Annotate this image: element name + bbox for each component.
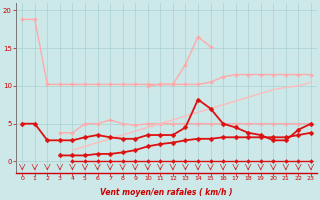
X-axis label: Vent moyen/en rafales ( km/h ): Vent moyen/en rafales ( km/h ) [100, 188, 233, 197]
